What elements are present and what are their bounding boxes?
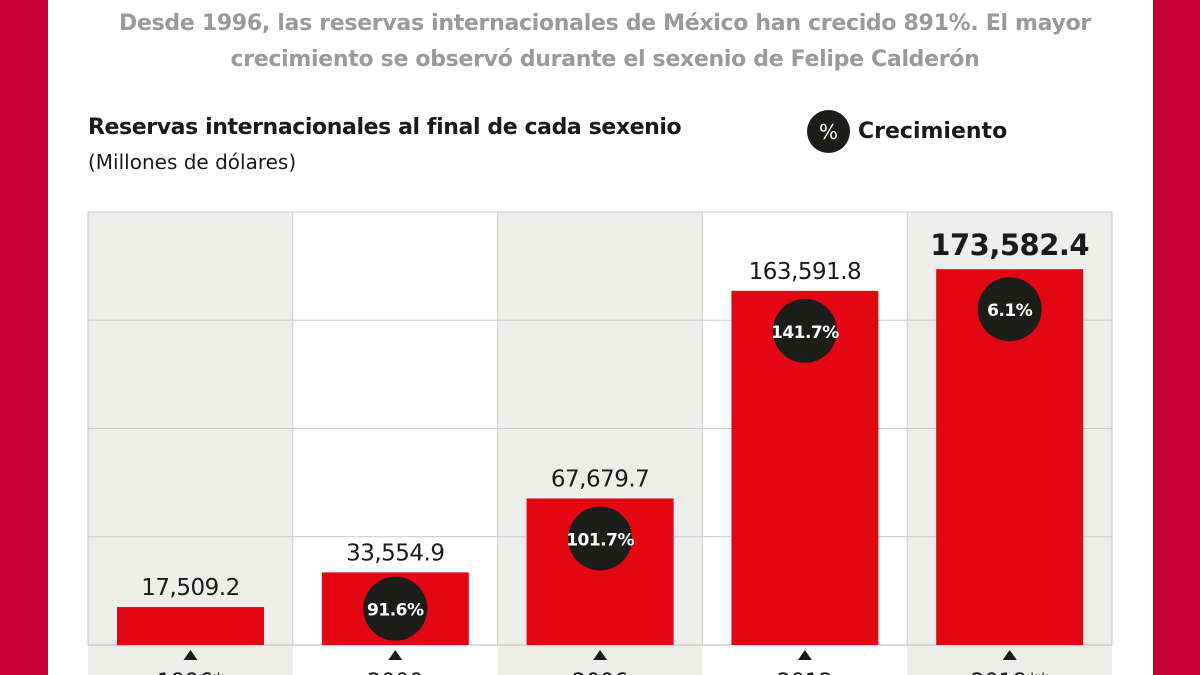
triangle-marker-icon bbox=[1002, 650, 1017, 660]
growth-label: 101.7% bbox=[566, 530, 634, 550]
growth-label: 91.6% bbox=[367, 601, 424, 621]
chart-unit: (Millones de dólares) bbox=[88, 150, 297, 174]
category-label: 2018** bbox=[971, 670, 1049, 675]
category-label: 2006 bbox=[572, 670, 628, 675]
value-label: 67,679.7 bbox=[551, 466, 649, 492]
growth-label: 141.7% bbox=[771, 323, 839, 343]
growth-circle bbox=[568, 506, 633, 571]
category-label: 2012 bbox=[777, 670, 833, 675]
triangle-marker-icon bbox=[183, 650, 198, 660]
percent-icon: % bbox=[807, 110, 850, 153]
category-label: 2000 bbox=[367, 670, 423, 675]
bar bbox=[117, 607, 264, 645]
triangle-marker-icon bbox=[388, 650, 403, 660]
chart-title: Reservas internacionales al final de cad… bbox=[88, 115, 682, 140]
growth-circle bbox=[977, 277, 1042, 342]
value-label: 17,509.2 bbox=[141, 575, 239, 601]
value-label: 173,582.4 bbox=[930, 228, 1089, 262]
growth-label: 6.1% bbox=[987, 301, 1033, 321]
triangle-marker-icon bbox=[593, 650, 608, 660]
category-label: 1996* bbox=[157, 670, 224, 675]
subtitle: Desde 1996, las reservas internacionales… bbox=[119, 11, 1091, 72]
value-label: 33,554.9 bbox=[346, 540, 444, 566]
legend-label: Crecimiento bbox=[858, 119, 1008, 144]
triangle-marker-icon bbox=[797, 650, 812, 660]
value-label: 163,591.8 bbox=[749, 259, 862, 285]
legend: % Crecimiento bbox=[807, 110, 1007, 153]
growth-circle bbox=[363, 576, 428, 641]
growth-circle bbox=[772, 298, 837, 363]
